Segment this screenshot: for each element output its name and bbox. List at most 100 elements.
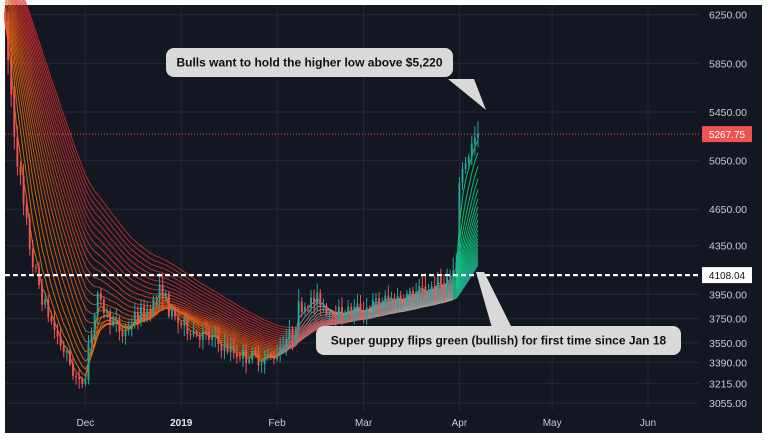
candle-body (38, 267, 40, 285)
candle-body (137, 313, 139, 323)
guppy-ribbon-segment (181, 312, 184, 313)
candle-body (313, 298, 315, 304)
guppy-ribbon-segment (240, 343, 243, 344)
guppy-ribbon-segment (277, 333, 280, 334)
candle-body (264, 358, 266, 364)
candle-body (7, 21, 9, 61)
candle-body (428, 290, 430, 294)
candle-body (47, 299, 49, 317)
candle-body (143, 306, 145, 317)
guppy-ribbon-segment (317, 323, 320, 324)
candle-body (356, 304, 358, 307)
guppy-ribbon-segment (277, 330, 280, 331)
candle-body (149, 310, 151, 314)
candle-body (406, 294, 408, 301)
y-tick-label: 5050.00 (709, 156, 747, 168)
guppy-ribbon-segment (277, 335, 280, 336)
candle-body (128, 329, 130, 330)
candle-body (69, 351, 71, 365)
candle-body (322, 306, 324, 307)
guppy-ribbon-segment (388, 313, 391, 314)
x-tick-label: Feb (268, 418, 286, 429)
candle-body (251, 351, 253, 360)
guppy-ribbon-segment (150, 284, 153, 285)
guppy-ribbon-segment (156, 266, 159, 267)
candle-body (295, 330, 297, 340)
candle-body (205, 331, 207, 332)
candle-body (122, 332, 124, 336)
candle-body (332, 312, 334, 316)
candle-body (471, 143, 473, 156)
candle-body (372, 300, 374, 309)
candle-body (152, 299, 154, 314)
candle-body (304, 307, 306, 313)
guppy-ribbon-segment (181, 311, 184, 312)
guppy-ribbon-segment (407, 310, 410, 311)
guppy-ribbon-segment (425, 306, 428, 307)
candle-body (412, 291, 414, 297)
candle-body (474, 138, 476, 144)
candle-body (316, 293, 318, 304)
candle-body (224, 344, 226, 351)
guppy-ribbon-segment (265, 344, 268, 345)
x-tick-label: 2019 (170, 418, 193, 429)
candle-body (326, 306, 328, 315)
candle-body (35, 267, 37, 268)
candle-body (258, 354, 260, 365)
candle-body (196, 332, 198, 336)
candle-body (159, 285, 161, 299)
candle-body (298, 302, 300, 331)
candle-body (190, 334, 192, 335)
candle-body (248, 360, 250, 363)
candle-body (335, 315, 337, 320)
candle-body (468, 157, 470, 163)
guppy-ribbon-segment (320, 321, 323, 322)
candle-body (16, 137, 18, 167)
candle-body (50, 317, 52, 321)
candle-body (75, 376, 77, 377)
candle-body (329, 312, 331, 315)
candle-body (177, 316, 179, 322)
candle-body (239, 357, 241, 358)
guppy-ribbon-segment (249, 342, 252, 343)
candle-body (193, 332, 195, 335)
candle-body (32, 249, 34, 267)
y-tick-label: 5850.00 (709, 58, 747, 70)
candle-body (217, 335, 219, 343)
y-tick-label: 3750.00 (709, 314, 747, 326)
x-tick-label: Mar (355, 418, 373, 429)
candle-body (109, 311, 111, 325)
candle-body (347, 307, 349, 315)
candle-body (245, 350, 247, 363)
y-tick-label: 3055.00 (709, 398, 747, 410)
guppy-ribbon-segment (277, 328, 280, 329)
y-tick-label: 3215.00 (709, 379, 747, 391)
candle-body (301, 302, 303, 313)
candle-body (261, 364, 263, 365)
candle-body (165, 293, 167, 298)
candle-body (134, 313, 136, 325)
candle-body (307, 307, 309, 308)
candle-body (369, 308, 371, 309)
candle-body (112, 321, 114, 326)
candle-body (375, 298, 377, 300)
candle-body (100, 293, 102, 299)
candle-body (310, 298, 312, 308)
candle-body (421, 286, 423, 287)
candle-body (254, 351, 256, 354)
candle-body (10, 60, 12, 94)
candle-body (397, 296, 399, 304)
candle-body (462, 169, 464, 183)
y-tick-label: 4650.00 (709, 204, 747, 216)
candle-body (78, 377, 80, 379)
candle-body (449, 276, 451, 277)
candle-body (384, 296, 386, 304)
x-tick-label: Dec (76, 418, 94, 429)
guppy-ribbon-segment (132, 302, 135, 303)
candle-body (418, 286, 420, 292)
candle-body (233, 346, 235, 353)
guppy-ribbon-segment (305, 325, 308, 326)
candle-body (360, 304, 362, 313)
candle-body (465, 163, 467, 169)
guppy-ribbon-segment (280, 328, 283, 329)
